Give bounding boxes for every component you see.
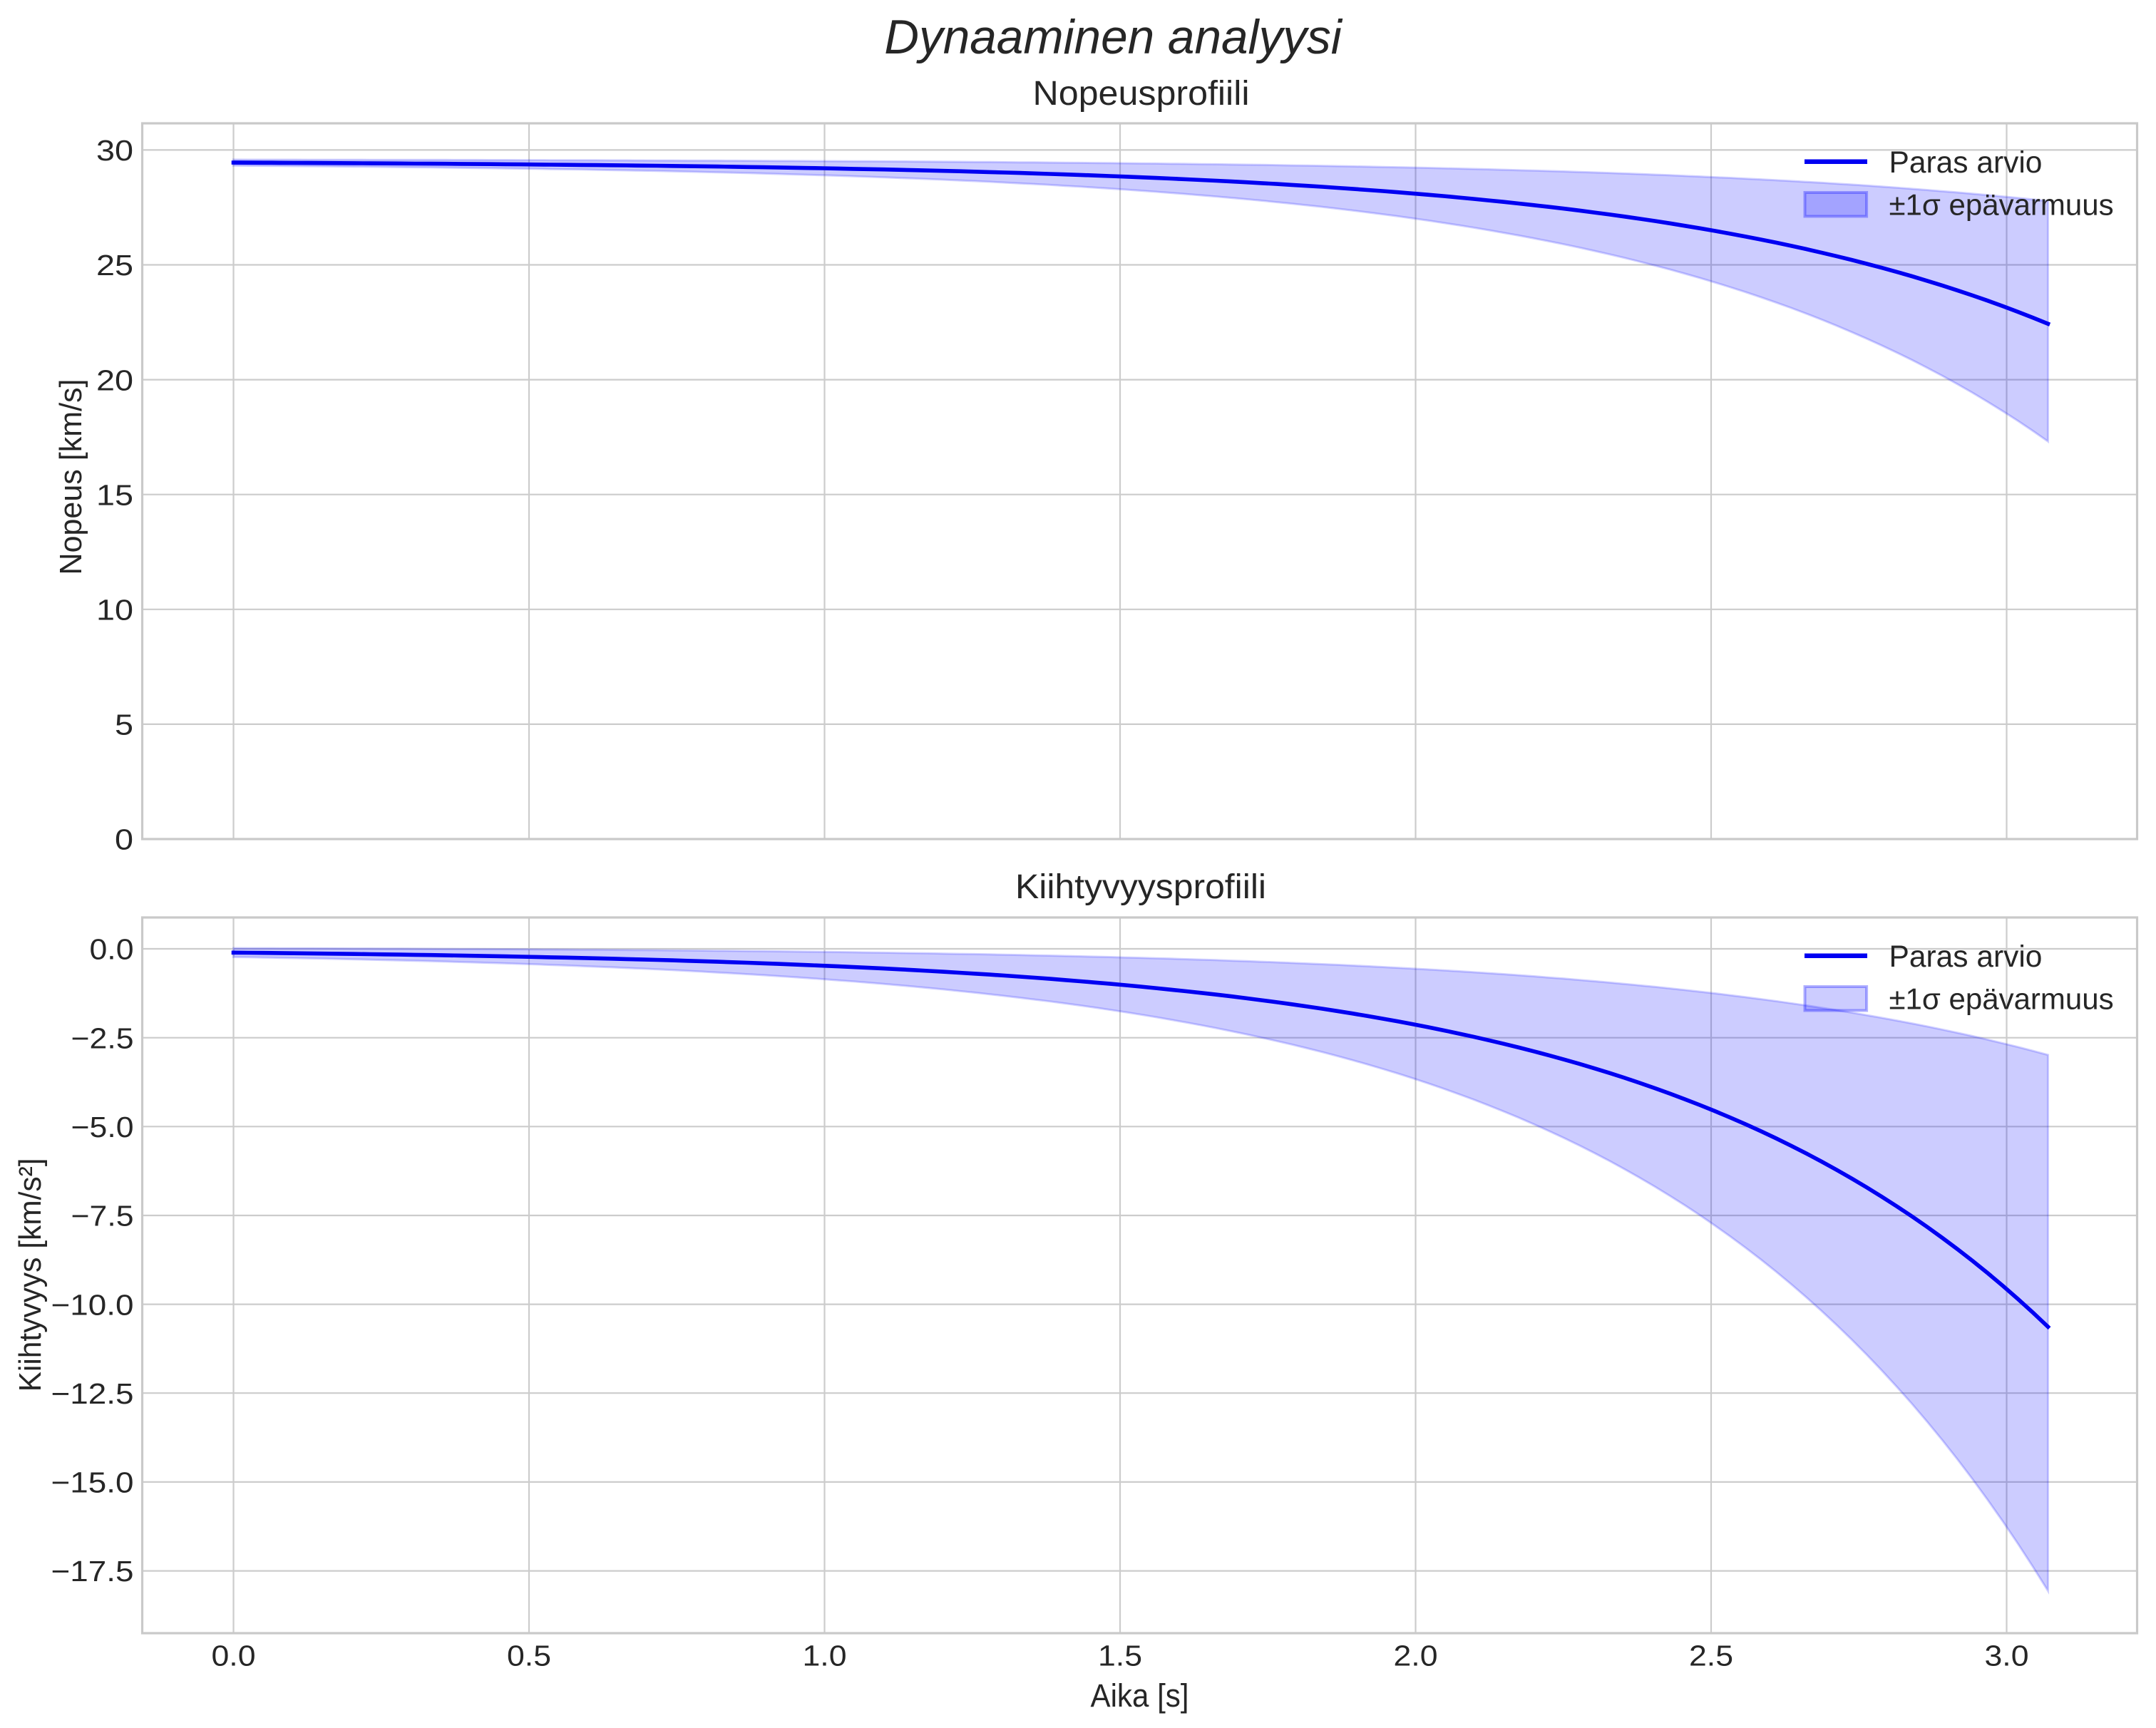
svg-text:20: 20 (96, 364, 133, 396)
svg-text:Nopeus [km/s]: Nopeus [km/s] (53, 379, 88, 575)
svg-text:−12.5: −12.5 (51, 1377, 134, 1410)
svg-text:Nopeusprofiili: Nopeusprofiili (1033, 75, 1250, 113)
svg-text:−5.0: −5.0 (71, 1111, 134, 1143)
svg-text:30: 30 (96, 134, 133, 167)
svg-text:±1σ epävarmuus: ±1σ epävarmuus (1889, 187, 2114, 221)
svg-text:Paras arvio: Paras arvio (1889, 940, 2043, 974)
svg-text:25: 25 (96, 249, 133, 282)
svg-text:−7.5: −7.5 (71, 1200, 134, 1233)
svg-text:Dynaaminen analyysi: Dynaaminen analyysi (884, 11, 1343, 64)
svg-text:Paras arvio: Paras arvio (1889, 146, 2043, 180)
svg-text:0.5: 0.5 (507, 1640, 551, 1672)
svg-text:3.0: 3.0 (1985, 1640, 2029, 1672)
svg-text:Kiihtyvyysprofiili: Kiihtyvyysprofiili (1015, 868, 1266, 906)
svg-text:−15.0: −15.0 (51, 1466, 134, 1499)
svg-text:2.5: 2.5 (1689, 1640, 1733, 1672)
svg-text:Aika [s]: Aika [s] (1091, 1677, 1189, 1714)
svg-text:±1σ epävarmuus: ±1σ epävarmuus (1889, 982, 2114, 1015)
svg-text:5: 5 (115, 709, 133, 741)
svg-text:1.5: 1.5 (1098, 1640, 1142, 1672)
svg-text:1.0: 1.0 (803, 1640, 847, 1672)
svg-text:10: 10 (96, 594, 133, 627)
svg-text:15: 15 (96, 478, 133, 511)
svg-text:2.0: 2.0 (1394, 1640, 1438, 1672)
svg-text:−2.5: −2.5 (71, 1022, 134, 1054)
svg-text:0.0: 0.0 (90, 933, 134, 966)
svg-text:0: 0 (115, 823, 133, 856)
svg-text:0.0: 0.0 (212, 1640, 256, 1672)
svg-text:−17.5: −17.5 (51, 1555, 134, 1588)
svg-text:Kiihtyvyys [km/s²]: Kiihtyvyys [km/s²] (13, 1158, 48, 1392)
svg-text:−10.0: −10.0 (51, 1288, 134, 1321)
